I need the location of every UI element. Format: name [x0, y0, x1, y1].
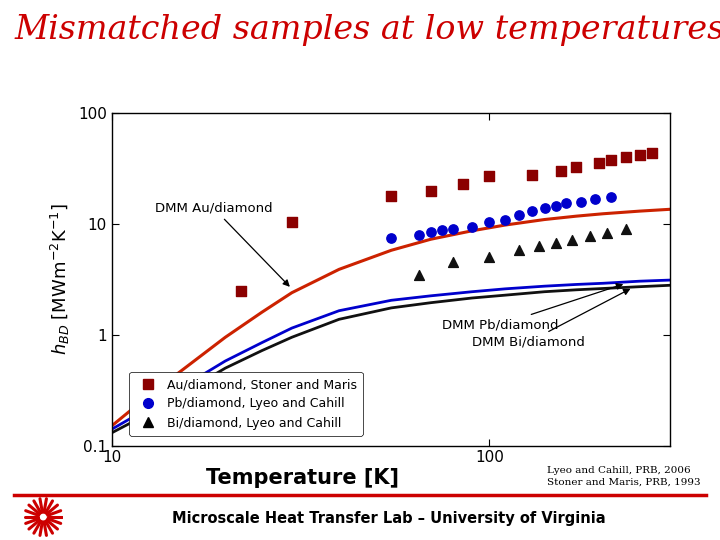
Point	[539, 204, 550, 212]
Point	[571, 163, 582, 171]
Point	[385, 234, 397, 242]
Point	[550, 202, 562, 211]
Point	[556, 167, 567, 176]
Point	[526, 207, 538, 216]
Point	[499, 215, 510, 224]
Point	[484, 218, 495, 226]
Point	[550, 238, 562, 247]
Text: DMM Bi/diamond: DMM Bi/diamond	[472, 289, 629, 348]
Legend: Au/diamond, Stoner and Maris, Pb/diamond, Lyeo and Cahill, Bi/diamond, Lyeo and : Au/diamond, Stoner and Maris, Pb/diamond…	[129, 372, 363, 436]
Text: DMM Au/diamond: DMM Au/diamond	[155, 201, 289, 286]
Text: DMM Pb/diamond: DMM Pb/diamond	[442, 284, 622, 331]
Point	[447, 258, 459, 267]
Text: Stoner and Maris, PRB, 1993: Stoner and Maris, PRB, 1993	[547, 477, 701, 486]
Text: Microscale Heat Transfer Lab – University of Virginia: Microscale Heat Transfer Lab – Universit…	[172, 511, 606, 526]
Point	[606, 156, 617, 164]
Point	[513, 246, 525, 254]
Point	[566, 235, 577, 244]
Point	[585, 232, 596, 240]
Point	[484, 172, 495, 181]
Point	[589, 194, 600, 203]
Point	[385, 192, 397, 200]
Point	[425, 186, 436, 195]
Point	[484, 253, 495, 262]
Point	[235, 286, 247, 295]
Point	[425, 227, 436, 236]
Text: Lyeo and Cahill, PRB, 2006: Lyeo and Cahill, PRB, 2006	[547, 467, 690, 475]
Point	[436, 226, 448, 234]
Point	[634, 151, 645, 159]
Point	[620, 153, 631, 162]
Point	[526, 170, 538, 179]
Point	[457, 180, 469, 188]
Point	[413, 231, 425, 239]
Point	[601, 229, 613, 238]
Point	[561, 199, 572, 207]
Point	[513, 211, 525, 220]
Point	[593, 158, 605, 167]
Text: Mismatched samples at low temperatures: Mismatched samples at low temperatures	[14, 14, 720, 45]
Point	[413, 270, 425, 279]
Point	[620, 225, 631, 233]
Point	[647, 148, 658, 157]
Point	[533, 242, 544, 251]
Text: Temperature [K]: Temperature [K]	[206, 468, 399, 488]
Point	[467, 222, 478, 231]
Point	[575, 197, 587, 206]
Point	[286, 218, 297, 226]
Y-axis label: $h_{BD}$ [MWm$^{-2}$K$^{-1}$]: $h_{BD}$ [MWm$^{-2}$K$^{-1}$]	[49, 204, 72, 355]
Point	[606, 193, 617, 201]
Point	[447, 225, 459, 233]
